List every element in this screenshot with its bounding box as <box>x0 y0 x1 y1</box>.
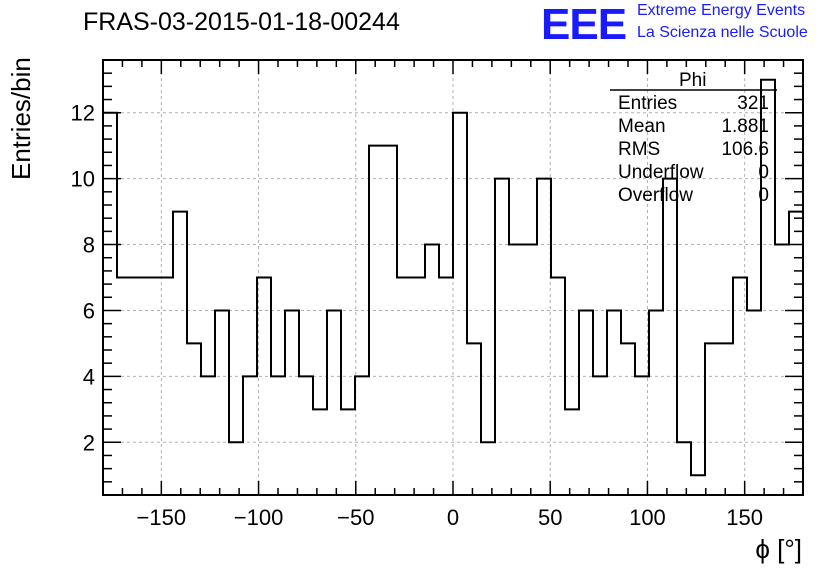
x-tick-label: 100 <box>629 505 666 530</box>
stat-label-rms: RMS <box>618 139 661 160</box>
eee-logo: EEE <box>541 0 627 49</box>
x-tick-label: 150 <box>726 505 763 530</box>
y-tick-label: 4 <box>83 364 95 389</box>
stat-label-mean: Mean <box>618 116 666 137</box>
x-tick-label: 0 <box>447 505 459 530</box>
y-tick-label: 2 <box>83 430 95 455</box>
y-axis-label: Entries/bin <box>6 57 36 180</box>
y-tick-label: 8 <box>83 233 95 258</box>
plot-title: FRAS-03-2015-01-18-00244 <box>83 8 400 36</box>
stat-value-underflow: 0 <box>758 162 769 183</box>
histogram-series <box>102 78 804 495</box>
x-tick-label: 50 <box>538 505 562 530</box>
tick-labels: −150 −100 −50 0 50 100 150 2 4 6 8 10 12 <box>71 101 764 530</box>
axis-ticks <box>103 60 804 495</box>
y-tick-label: 6 <box>83 298 95 323</box>
x-axis-label: ϕ [°] <box>755 534 802 564</box>
stat-label-overflow: Overflow <box>618 185 693 206</box>
org-name-line1: Extreme Energy Events <box>637 2 806 19</box>
stats-title: Phi <box>679 70 707 91</box>
x-tick-label: −50 <box>337 505 374 530</box>
y-tick-label: 12 <box>71 101 95 126</box>
org-name-line2: La Scienza nelle Scuole <box>637 24 808 41</box>
stat-value-mean: 1.881 <box>721 116 769 137</box>
x-tick-label: −150 <box>137 505 187 530</box>
stat-label-entries: Entries <box>618 93 678 114</box>
stat-value-entries: 321 <box>737 93 769 114</box>
stat-value-overflow: 0 <box>758 185 769 206</box>
stat-value-rms: 106.6 <box>721 139 769 160</box>
stat-label-underflow: Underflow <box>618 162 704 183</box>
x-tick-label: −100 <box>234 505 284 530</box>
y-tick-label: 10 <box>71 167 95 192</box>
